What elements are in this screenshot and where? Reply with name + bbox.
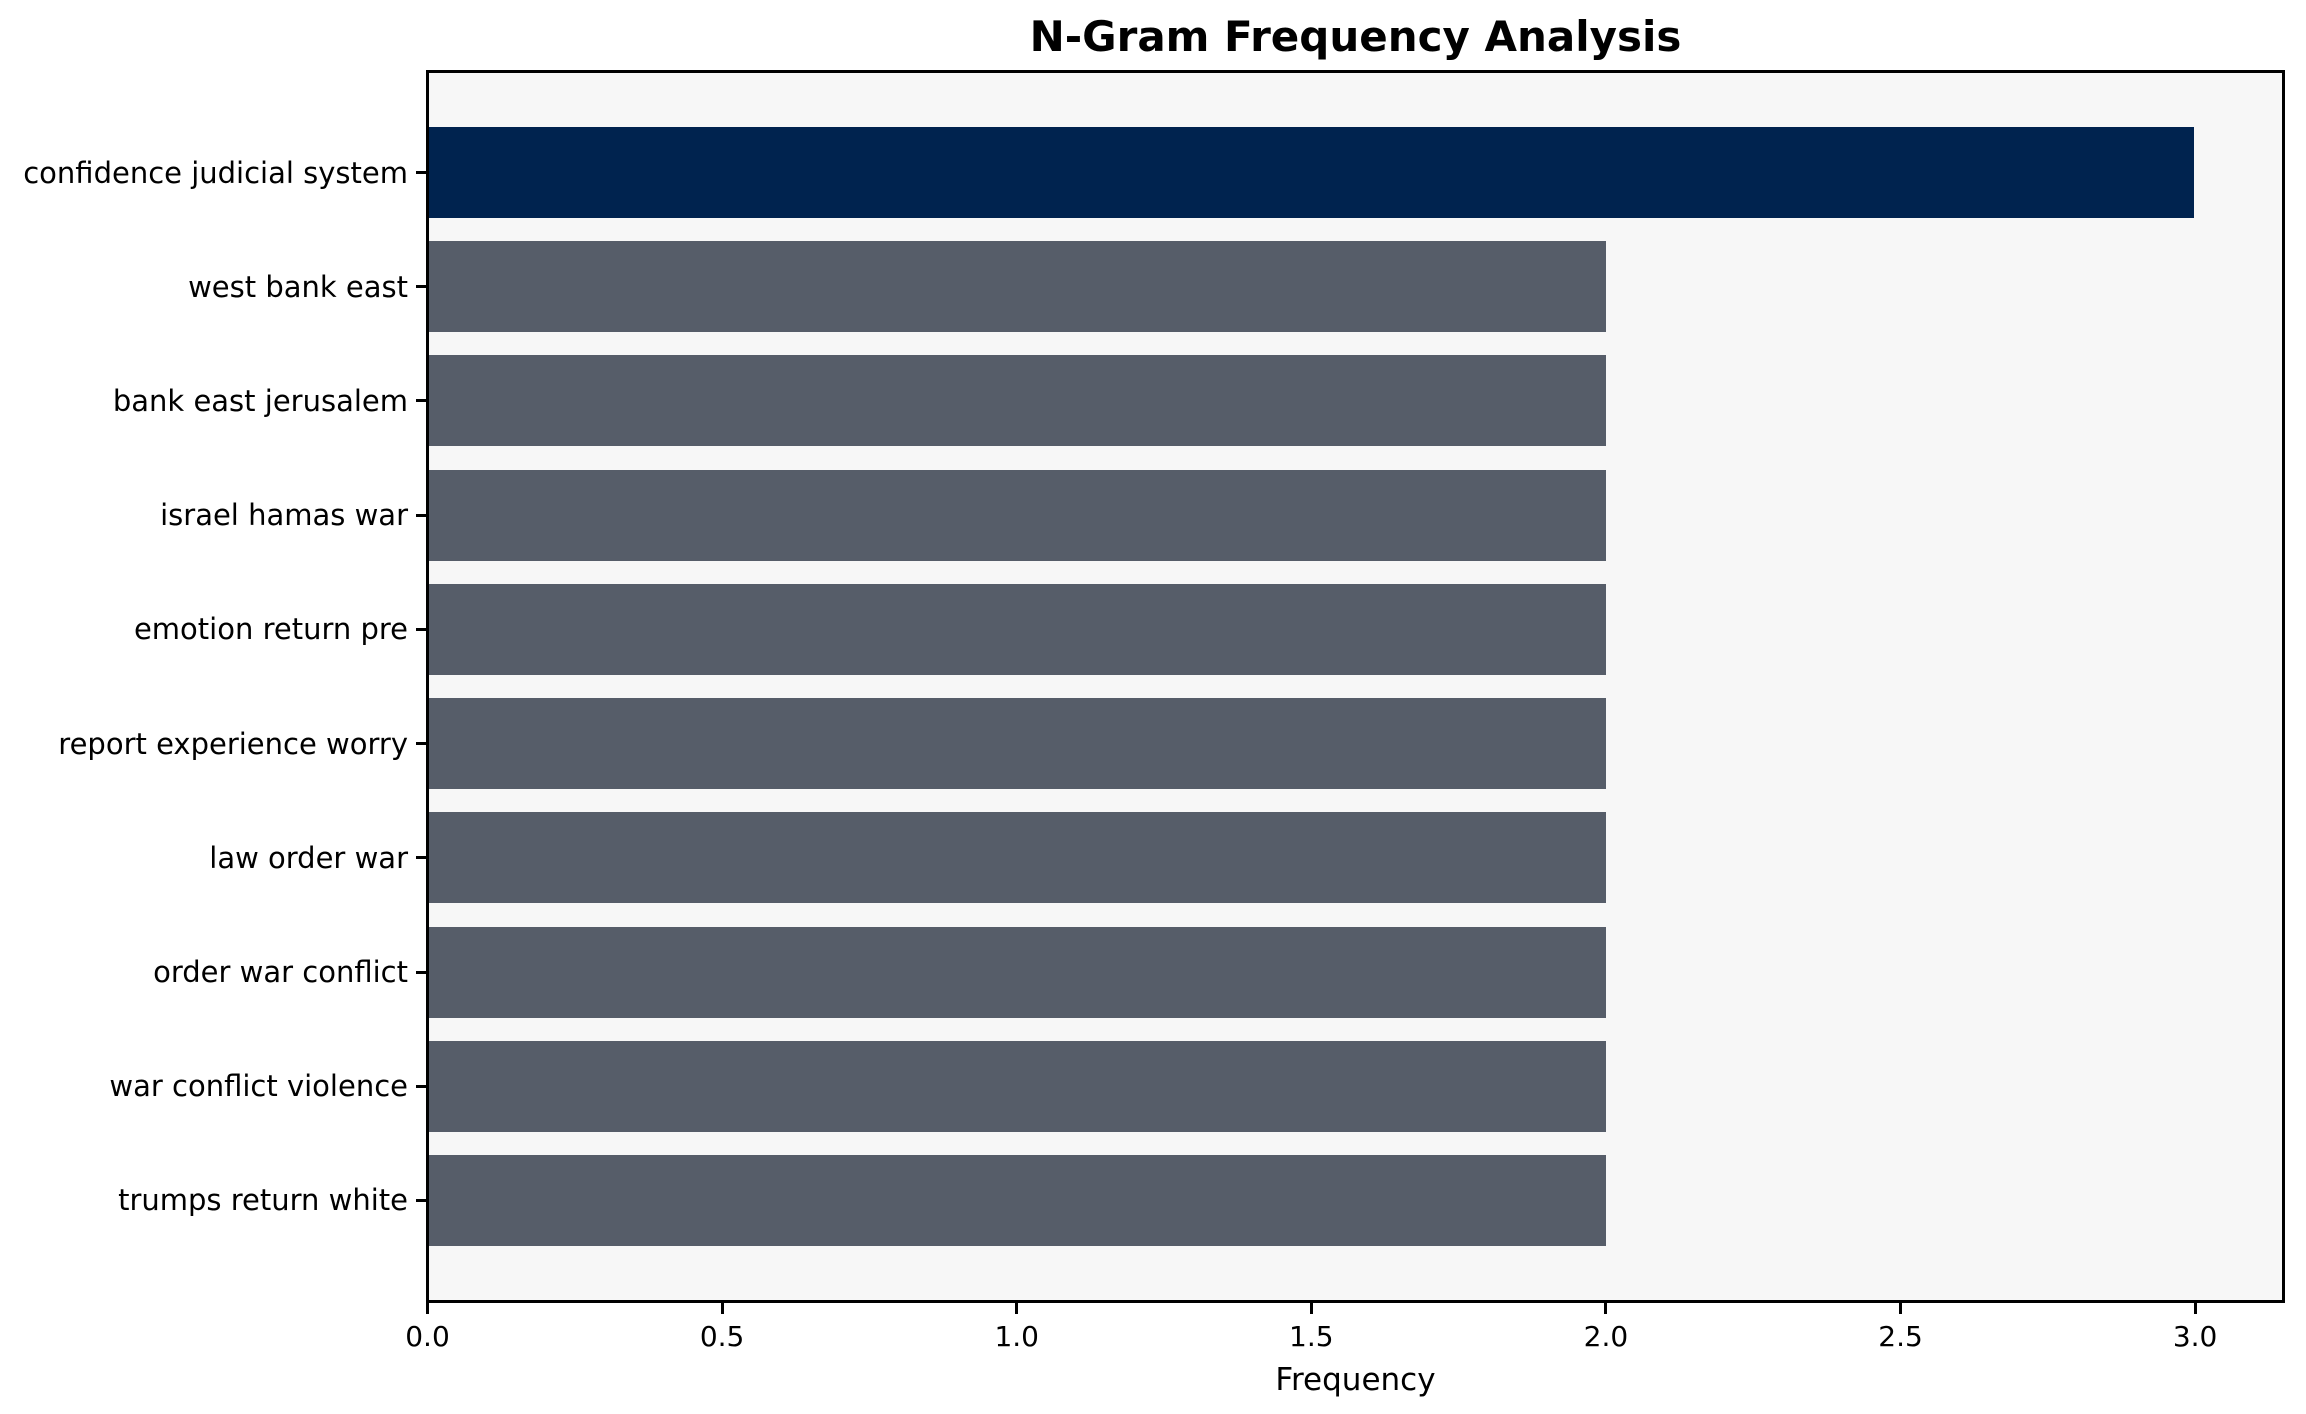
bar: [429, 1040, 1606, 1132]
bar: [429, 812, 1606, 904]
plot-area: [426, 70, 2285, 1303]
y-label-row: war conflict violence: [0, 1041, 426, 1132]
y-tick-mark: [416, 627, 426, 631]
bar: [429, 926, 1606, 1018]
x-tick-label: 1.5: [1289, 1320, 1334, 1353]
bar: [429, 1154, 1606, 1246]
x-tick-mark: [1309, 1303, 1313, 1314]
y-tick-mark: [416, 513, 426, 517]
bars-container: [429, 73, 2282, 1300]
y-tick-label: bank east jerusalem: [112, 383, 408, 418]
y-tick-label: order war conflict: [153, 955, 408, 990]
y-label-row: emotion return pre: [0, 584, 426, 675]
y-tick-mark: [416, 285, 426, 289]
x-tick-label: 2.5: [1878, 1320, 1923, 1353]
bar: [429, 469, 1606, 561]
x-tick-mark: [1604, 1303, 1608, 1314]
bar-row: [429, 812, 2282, 904]
y-label-row: bank east jerusalem: [0, 355, 426, 446]
y-tick-label: confidence judicial system: [23, 155, 408, 190]
bar-row: [429, 241, 2282, 333]
x-tick-mark: [1015, 1303, 1019, 1314]
y-tick-label: report experience worry: [58, 726, 408, 761]
y-tick-label: israel hamas war: [160, 498, 408, 533]
y-tick-mark: [416, 856, 426, 860]
y-label-row: israel hamas war: [0, 470, 426, 561]
bar-row: [429, 1154, 2282, 1246]
bar-row: [429, 355, 2282, 447]
bar: [429, 127, 2194, 218]
chart-title: N-Gram Frequency Analysis: [1029, 12, 1682, 61]
bar-row: [429, 926, 2282, 1018]
x-tick-label: 0.5: [699, 1320, 745, 1353]
x-tick-label: 1.0: [994, 1320, 1039, 1353]
bar-row: [429, 583, 2282, 675]
y-tick-mark: [416, 399, 426, 403]
x-tick-mark: [1899, 1303, 1903, 1314]
y-axis-labels: confidence judicial system west bank east…: [0, 73, 426, 1300]
bar-row: [429, 698, 2282, 790]
y-tick-mark: [416, 970, 426, 974]
y-tick-label: trumps return white: [118, 1183, 408, 1218]
x-axis-label: Frequency: [1275, 1362, 1436, 1398]
y-tick-mark: [416, 1084, 426, 1088]
y-label-row: report experience worry: [0, 698, 426, 789]
bar-row: [429, 1040, 2282, 1132]
y-tick-mark: [416, 1198, 426, 1202]
y-label-row: law order war: [0, 812, 426, 903]
x-tick-label: 3.0: [2172, 1320, 2218, 1353]
y-tick-mark: [416, 171, 426, 174]
y-tick-mark: [416, 742, 426, 746]
y-tick-label: war conflict violence: [109, 1069, 408, 1104]
y-tick-label: law order war: [209, 840, 408, 875]
x-tick-mark: [426, 1303, 429, 1314]
bar: [429, 241, 1606, 333]
y-tick-label: emotion return pre: [133, 612, 408, 647]
bar: [429, 355, 1606, 447]
x-tick-label: 2.0: [1583, 1320, 1629, 1353]
x-tick-mark: [2193, 1303, 2197, 1314]
y-label-row: trumps return white: [0, 1155, 426, 1246]
bar: [429, 583, 1606, 675]
bar: [429, 698, 1606, 790]
y-label-row: confidence judicial system: [0, 127, 426, 218]
y-label-row: order war conflict: [0, 927, 426, 1018]
y-tick-label: west bank east: [188, 269, 408, 304]
y-label-row: west bank east: [0, 241, 426, 332]
x-tick-label: 0.0: [405, 1320, 450, 1353]
bar-row: [429, 127, 2282, 218]
x-tick-mark: [720, 1303, 724, 1314]
bar-row: [429, 469, 2282, 561]
